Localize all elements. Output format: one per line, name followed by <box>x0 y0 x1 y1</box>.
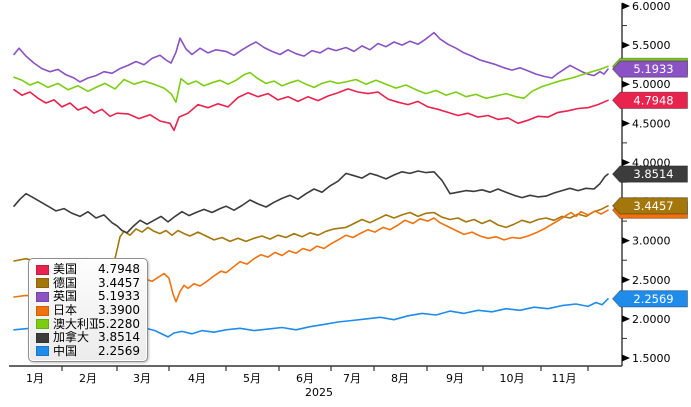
legend-value: 5.1933 <box>98 289 140 304</box>
legend-swatch-uk <box>36 291 49 302</box>
y-major-tick <box>622 237 630 245</box>
legend-item-uk[interactable]: 英国 5.1933 <box>36 290 140 304</box>
line-canada[interactable] <box>13 170 609 234</box>
legend-value: 3.3900 <box>98 303 140 318</box>
value-tag-label-us: 4.7948 <box>633 93 673 107</box>
y-tick-label-5.5000: 5.5000 <box>632 39 671 52</box>
y-major-tick <box>622 158 630 166</box>
line-uk[interactable] <box>13 31 609 83</box>
x-tick-label-6: 6月 <box>296 372 314 385</box>
legend-label: 日本 <box>53 304 78 318</box>
y-tick-label-2.0000: 2.0000 <box>632 313 671 326</box>
value-tag-label-china: 2.2569 <box>633 292 673 306</box>
legend: 美国 4.7948 德国 3.4457 英国 5.1933 日本 3.3900 … <box>28 258 148 362</box>
value-tag-uk <box>612 60 688 78</box>
x-tick-label-1: 1月 <box>26 372 44 385</box>
legend-item-japan[interactable]: 日本 3.3900 <box>36 304 140 318</box>
legend-label: 英国 <box>53 290 78 304</box>
legend-value: 3.8514 <box>98 330 140 345</box>
x-tick-label-5: 5月 <box>243 372 261 385</box>
y-major-tick <box>622 354 630 362</box>
y-major-tick <box>622 41 630 49</box>
y-tick-label-2.5000: 2.5000 <box>632 274 671 287</box>
y-tick-label-6.0000: 6.0000 <box>632 0 671 13</box>
y-major-tick <box>622 315 630 323</box>
value-tag-china <box>612 290 688 308</box>
y-tick-label-5.0000: 5.0000 <box>632 78 671 91</box>
value-tag-label-uk: 5.1933 <box>633 62 673 76</box>
y-major-tick <box>622 119 630 127</box>
legend-swatch-japan <box>36 305 49 316</box>
y-tick-label-4.5000: 4.5000 <box>632 117 671 130</box>
value-tag-label-germany: 3.4457 <box>633 199 673 213</box>
legend-label: 加拿大 <box>53 331 90 345</box>
line-japan[interactable] <box>13 209 609 303</box>
legend-swatch-us <box>36 264 49 275</box>
y-tick-label-1.5000: 1.5000 <box>632 352 671 365</box>
x-tick-label-8: 8月 <box>391 372 409 385</box>
legend-label: 德国 <box>53 276 78 290</box>
value-tag-label-canada: 3.8514 <box>633 167 673 181</box>
x-tick-label-2: 2月 <box>79 372 97 385</box>
x-tick-label-11: 11月 <box>552 372 577 385</box>
value-tag-germany <box>612 197 688 215</box>
legend-value: 3.4457 <box>98 275 140 290</box>
legend-item-china[interactable]: 中国 2.2569 <box>36 343 140 359</box>
legend-swatch-china <box>36 346 49 357</box>
y-tick-label-3.0000: 3.0000 <box>632 235 671 248</box>
x-tick-label-7: 7月 <box>343 372 361 385</box>
legend-label: 中国 <box>53 344 78 358</box>
y-major-tick <box>622 276 630 284</box>
legend-item-canada[interactable]: 加拿大 3.8514 <box>36 331 140 345</box>
legend-value: 4.7948 <box>98 262 140 277</box>
value-tag-us <box>612 91 688 109</box>
legend-swatch-canada <box>36 332 49 343</box>
x-tick-label-10: 10月 <box>500 372 525 385</box>
legend-value: 5.2280 <box>98 316 140 331</box>
legend-swatch-australia <box>36 319 49 330</box>
y-major-tick <box>622 2 630 10</box>
y-major-tick <box>622 80 630 88</box>
line-australia[interactable] <box>13 65 609 103</box>
line-us[interactable] <box>13 88 609 132</box>
legend-label: 美国 <box>53 263 78 277</box>
line-germany[interactable] <box>13 205 609 264</box>
legend-swatch-germany <box>36 278 49 289</box>
legend-label: 澳大利亚 <box>53 317 98 331</box>
legend-item-germany[interactable]: 德国 3.4457 <box>36 275 140 291</box>
legend-item-australia[interactable]: 澳大利亚 5.2280 <box>36 317 140 331</box>
legend-value: 2.2569 <box>98 343 140 358</box>
legend-item-us[interactable]: 美国 4.7948 <box>36 263 140 277</box>
value-tag-canada <box>612 165 688 183</box>
x-tick-label-4: 4月 <box>188 372 206 385</box>
x-axis-year-label: 2025 <box>305 386 333 399</box>
x-tick-label-3: 3月 <box>133 372 151 385</box>
x-tick-label-9: 9月 <box>446 372 464 385</box>
